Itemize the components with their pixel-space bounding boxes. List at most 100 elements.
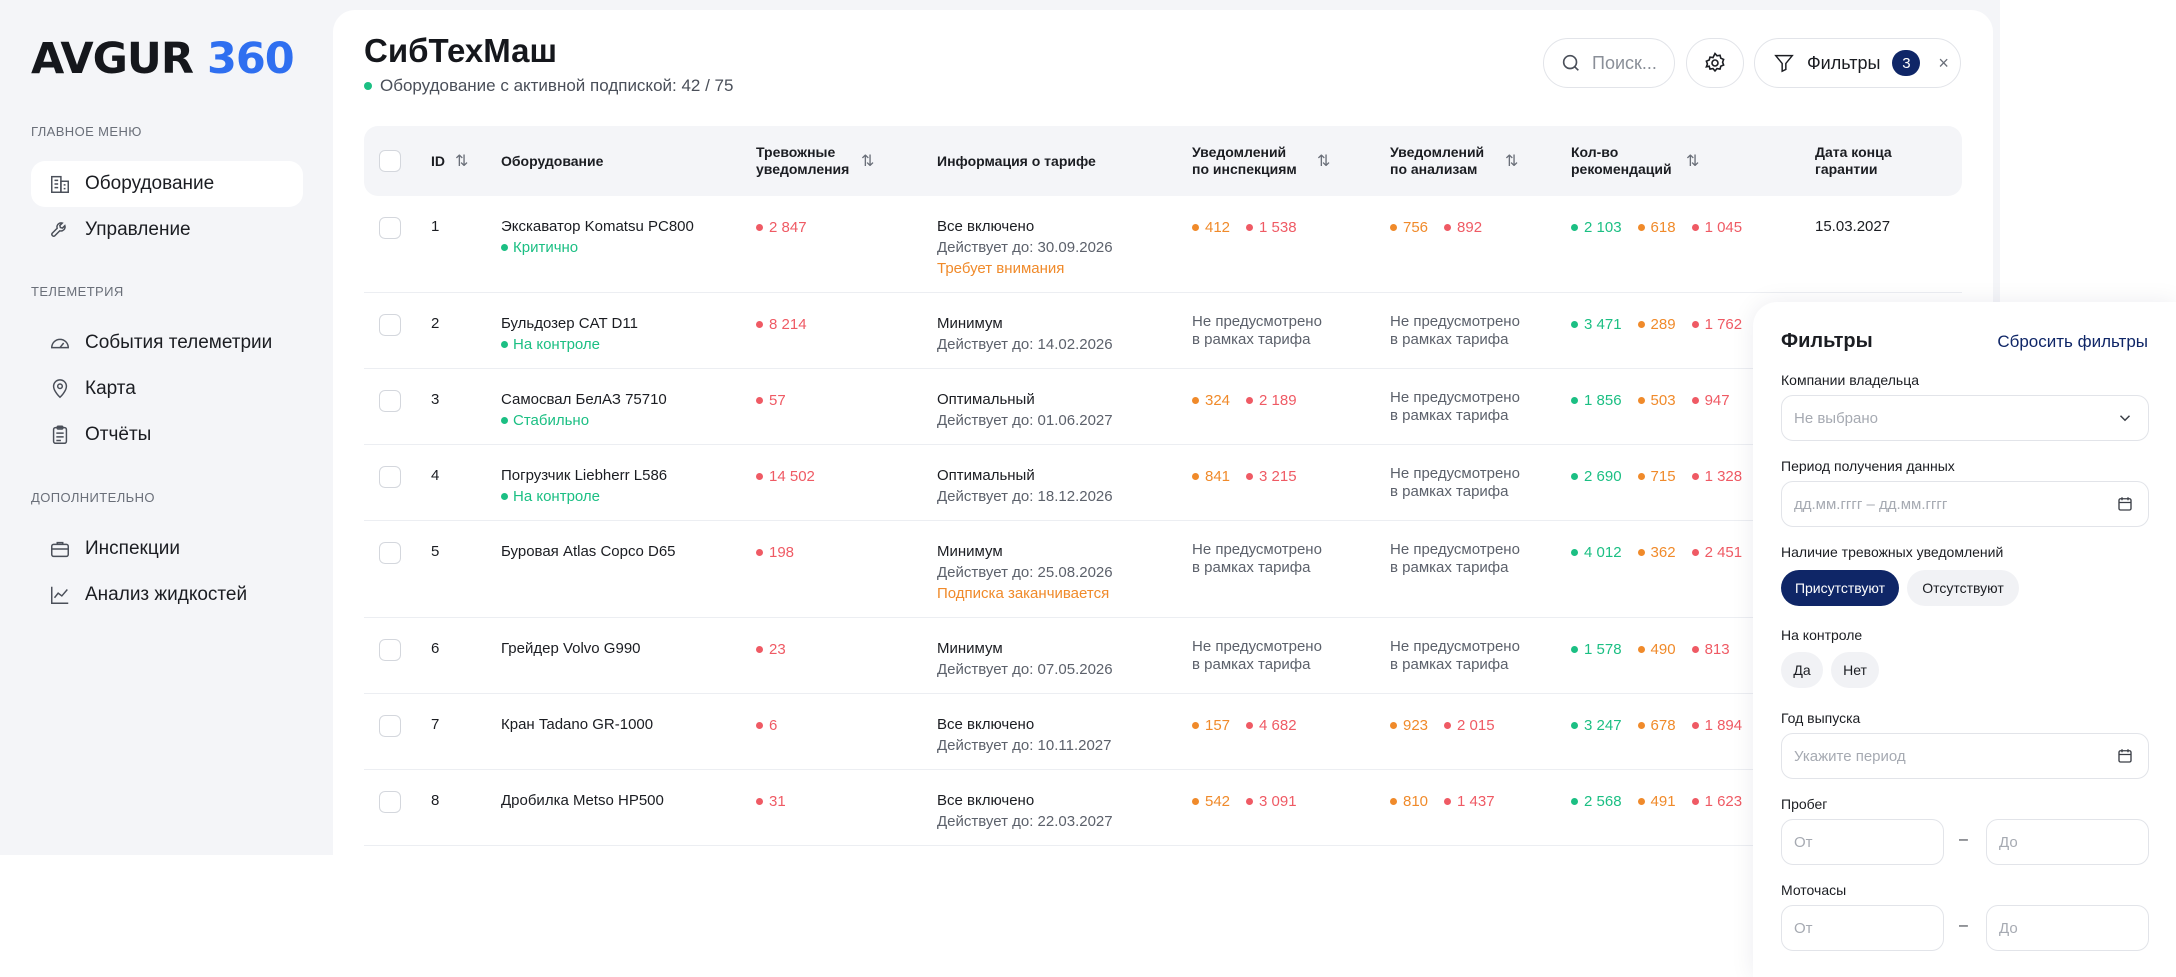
status-dot — [1390, 722, 1397, 729]
gauge-icon — [49, 332, 71, 354]
row-checkbox[interactable] — [379, 314, 401, 336]
inspections-cell: 412 1 538 — [1192, 216, 1313, 238]
hours-to-input[interactable]: До — [1986, 905, 2149, 951]
table-row[interactable]: 8 Дробилка Metso HP500 31 Все включено Дейст… — [364, 770, 1962, 846]
table-row[interactable]: 2 Бульдозер CAT D11 На контроле 8 214 Миниму… — [364, 293, 1962, 369]
status-dot — [1691, 722, 1699, 729]
status-dot — [1637, 321, 1645, 328]
year-input[interactable]: Укажите период — [1781, 733, 2149, 779]
filters-button[interactable]: Фильтры 3 × — [1754, 38, 1961, 88]
status-dot — [1246, 722, 1254, 729]
column-id[interactable]: ID ⇅ — [431, 152, 469, 170]
status-dot — [1246, 397, 1254, 404]
mileage-from-input[interactable]: От — [1781, 819, 1944, 865]
column-inspections[interactable]: Уведомлений по инспекциям ⇅ — [1192, 144, 1331, 177]
sidebar-item-fluid-analysis[interactable]: Анализ жидкостей — [31, 572, 303, 618]
mileage-to-input[interactable]: До — [1986, 819, 2149, 865]
hours-from-input[interactable]: От — [1781, 905, 1944, 951]
search-input[interactable]: Поиск... — [1543, 38, 1675, 88]
equipment-name[interactable]: Кран Tadano GR-1000 — [501, 716, 654, 733]
table-row[interactable]: 3 Самосвал БелАЗ 75710 Стабильно 57 Оптималь… — [364, 369, 1962, 445]
row-checkbox[interactable] — [379, 715, 401, 737]
sidebar-item-telemetry-events[interactable]: События телеметрии — [31, 320, 303, 366]
equipment-status: На контроле — [501, 486, 667, 507]
table-row[interactable]: 6 Грейдер Volvo G990 23 Минимум Действует до… — [364, 618, 1962, 694]
equipment-name[interactable]: Буровая Atlas Copco D65 — [501, 543, 676, 560]
analyses-cell: Не предусмотрено в рамках тарифа — [1390, 465, 1520, 501]
settings-button[interactable] — [1686, 38, 1744, 88]
inspections-warn: 412 — [1192, 217, 1230, 238]
control-no-chip[interactable]: Нет — [1831, 652, 1879, 688]
column-recommendations[interactable]: Кол-во рекомендаций ⇅ — [1571, 144, 1700, 177]
period-input[interactable]: дд.мм.гггг – дд.мм.гггг — [1781, 481, 2149, 527]
equipment-name[interactable]: Экскаватор Komatsu PC800 — [501, 218, 694, 235]
equipment-name[interactable]: Бульдозер CAT D11 — [501, 315, 638, 332]
alerts-count: 2 847 — [756, 217, 807, 238]
row-id: 1 — [431, 218, 440, 235]
alerts-present-chip[interactable]: Присутствуют — [1781, 570, 1899, 606]
table-row[interactable]: 4 Погрузчик Liebherr L586 На контроле 14 50… — [364, 445, 1962, 521]
tariff-warning: Подписка заканчивается — [937, 585, 1110, 602]
table-row[interactable]: 5 Буровая Atlas Copco D65 198 Минимум Действ… — [364, 521, 1962, 618]
status-dot — [1691, 473, 1699, 480]
row-checkbox[interactable] — [379, 791, 401, 813]
tariff-name: Все включено — [937, 716, 1035, 733]
column-alerts[interactable]: Тревожные уведомления ⇅ — [756, 144, 875, 177]
inspections-warn: 157 — [1192, 715, 1230, 736]
equipment-cell: Грейдер Volvo G990 — [501, 638, 641, 659]
sort-icon[interactable]: ⇅ — [1505, 152, 1519, 170]
range-dash: – — [1959, 917, 1968, 934]
analyses-cell: Не предусмотрено в рамках тарифа — [1390, 638, 1520, 674]
sidebar-item-equipment[interactable]: Оборудование — [31, 161, 303, 207]
equipment-name[interactable]: Погрузчик Liebherr L586 — [501, 467, 668, 484]
column-analyses[interactable]: Уведомлений по анализам ⇅ — [1390, 144, 1519, 177]
row-id: 4 — [431, 467, 440, 484]
status-dot — [1637, 722, 1645, 729]
table-row[interactable]: 1 Экскаватор Komatsu PC800 Критично 2 847 Вс… — [364, 196, 1962, 293]
sidebar-item-management[interactable]: Управление — [31, 207, 303, 253]
sidebar: AVGUR 360 ГЛАВНОЕ МЕНЮ Оборудование Упра… — [0, 0, 333, 855]
recommendations-cell: 2 103 618 1 045 — [1571, 216, 1758, 238]
column-warranty: Дата конца гарантии — [1815, 144, 1892, 177]
row-checkbox[interactable] — [379, 639, 401, 661]
reset-filters-button[interactable]: Сбросить фильтры — [1997, 332, 2148, 351]
sidebar-item-reports[interactable]: Отчёты — [31, 412, 303, 458]
select-all-checkbox[interactable] — [379, 150, 401, 172]
alerts-cell: 31 — [756, 790, 802, 812]
inspections-critical: 2 189 — [1246, 390, 1297, 411]
owner-select[interactable]: Не выбрано — [1781, 395, 2149, 441]
tariff-name: Оптимальный — [937, 391, 1035, 408]
alerts-absent-chip[interactable]: Отсутствуют — [1907, 570, 2019, 606]
tariff-valid: Действует до: 30.09.2026 — [937, 239, 1113, 256]
recommendations-cell: 3 471 289 1 762 — [1571, 313, 1758, 335]
sort-icon[interactable]: ⇅ — [455, 152, 469, 170]
analyses-critical: 1 437 — [1444, 791, 1495, 812]
equipment-cell: Погрузчик Liebherr L586 На контроле — [501, 465, 667, 507]
row-checkbox[interactable] — [379, 466, 401, 488]
clear-filters-button[interactable]: × — [1938, 52, 1949, 73]
sort-icon[interactable]: ⇅ — [1686, 152, 1700, 170]
tariff-cell: Минимум Действует до: 25.08.2026 Подписка … — [937, 541, 1113, 604]
recommendations-cell: 1 578 490 813 — [1571, 638, 1746, 660]
sort-icon[interactable]: ⇅ — [861, 152, 875, 170]
equipment-name[interactable]: Грейдер Volvo G990 — [501, 640, 641, 657]
rec-green: 2 568 — [1571, 791, 1622, 812]
alerts-cell: 198 — [756, 541, 810, 563]
sidebar-item-inspections[interactable]: Инспекции — [31, 526, 303, 572]
table-row[interactable]: 7 Кран Tadano GR-1000 6 Все включено Действу… — [364, 694, 1962, 770]
sidebar-item-map[interactable]: Карта — [31, 366, 303, 412]
equipment-name[interactable]: Дробилка Metso HP500 — [501, 792, 664, 809]
row-checkbox[interactable] — [379, 542, 401, 564]
row-checkbox[interactable] — [379, 217, 401, 239]
rec-green: 2 103 — [1571, 217, 1622, 238]
logo[interactable]: AVGUR 360 — [31, 34, 295, 84]
rec-green: 2 690 — [1571, 466, 1622, 487]
sidebar-item-label: Карта — [85, 378, 136, 399]
row-checkbox[interactable] — [379, 390, 401, 412]
equipment-name[interactable]: Самосвал БелАЗ 75710 — [501, 391, 667, 408]
sort-icon[interactable]: ⇅ — [1317, 152, 1331, 170]
alerts-label: Наличие тревожных уведомлений — [1781, 544, 2004, 560]
alerts-cell: 23 — [756, 638, 802, 660]
status-dot — [756, 473, 763, 480]
control-yes-chip[interactable]: Да — [1781, 652, 1823, 688]
